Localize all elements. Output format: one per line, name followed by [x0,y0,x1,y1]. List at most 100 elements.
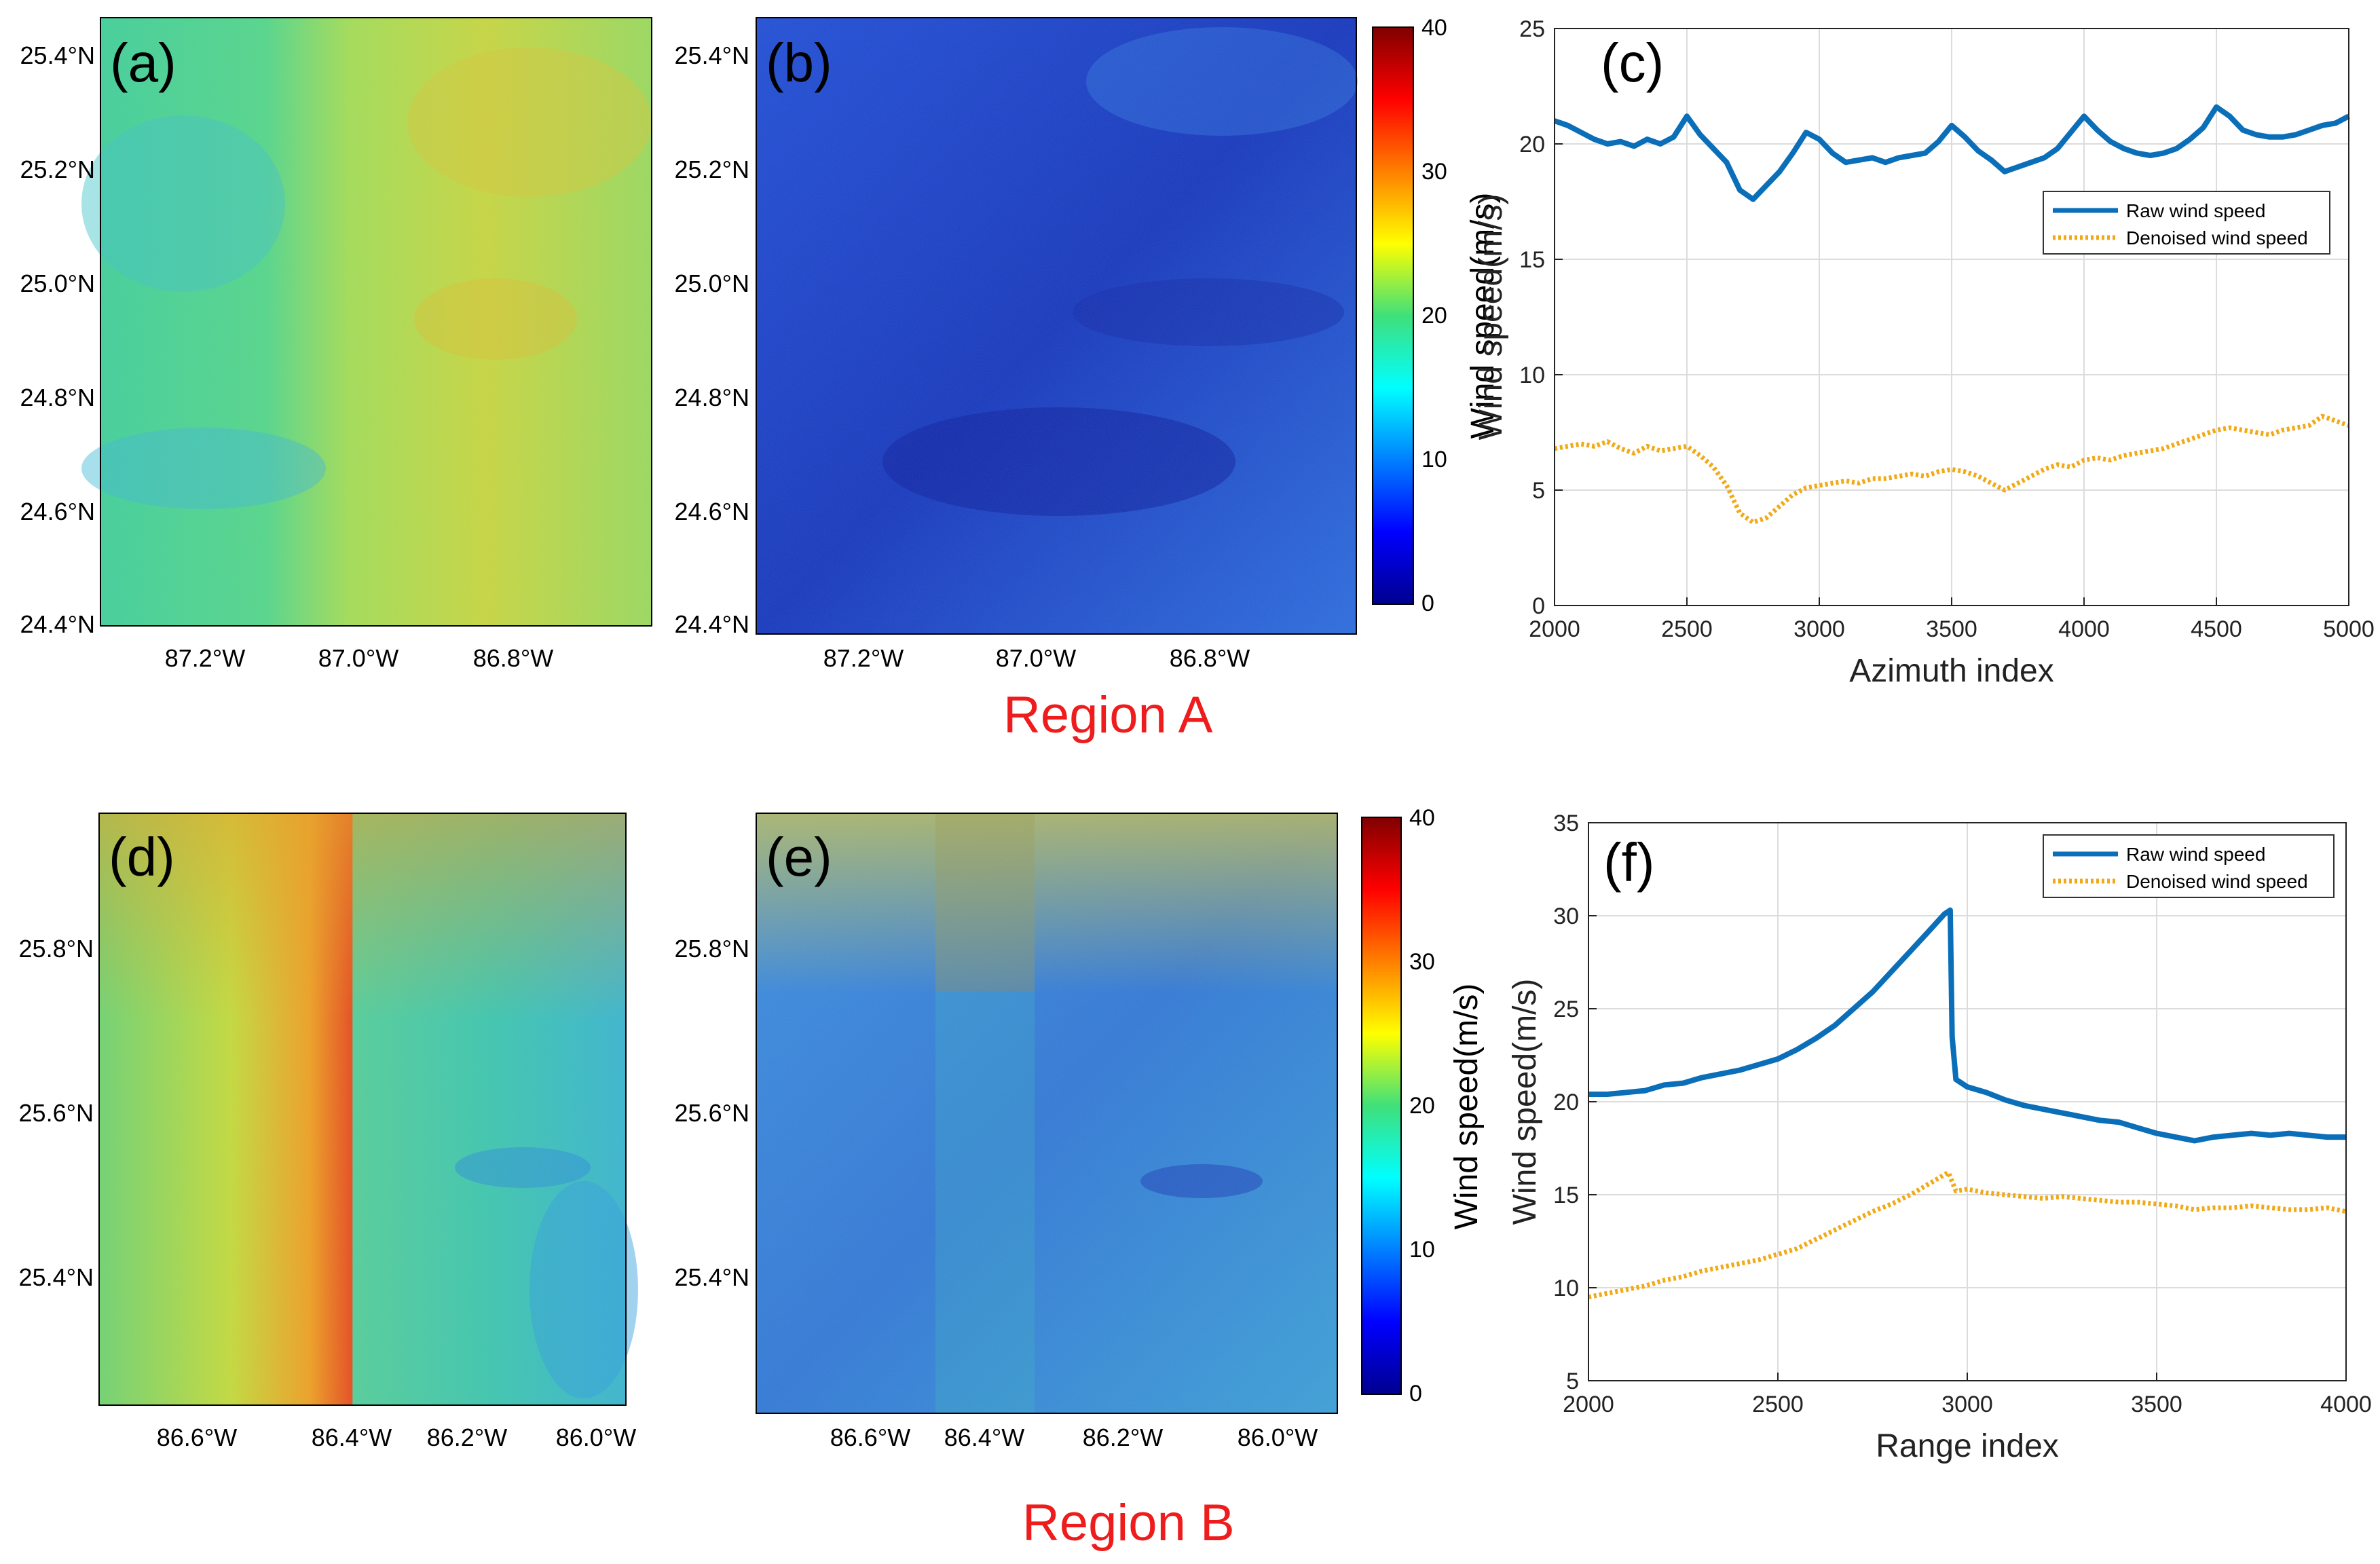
legend-entry: Raw wind speed [2126,200,2265,221]
map-panel-b: (b) 25.4°N 25.2°N 25.0°N 24.8°N 24.6°N 2… [675,17,1358,672]
y-tick-label: 5 [1566,1368,1579,1394]
y-tick-label: 15 [1553,1183,1579,1208]
y-tick-label: 0 [1532,593,1545,619]
colorbar-tick: 30 [1409,949,1435,975]
series-line-raw [1588,907,2346,1144]
x-tick-label: 3500 [2131,1392,2182,1417]
lat-label: 25.4°N [675,1263,749,1291]
line-chart-f: 2000 2500 3000 3500 4000 5 10 15 20 25 30 35 Range i… [1507,811,2372,1464]
y-tick-label: 20 [1519,132,1545,157]
colorbar-tick: 0 [1421,591,1434,616]
y-tick-label: 25 [1553,997,1579,1022]
x-tick-label: 4000 [2058,616,2110,642]
lon-label: 86.6°W [157,1423,237,1451]
x-tick-label: 2000 [1563,1392,1614,1417]
x-tick-label: 2500 [1752,1392,1804,1417]
series-line-raw [1553,104,2350,202]
colorbar-bottom: 40 30 20 10 0 Wind speed(m/s) [1361,805,1485,1407]
map-panel-d: (d) 25.8°N 25.6°N 25.4°N 86.6°W 86.4°W 8… [19,813,638,1451]
panel-label-e: (e) [766,827,832,887]
colorbar-top: 40 30 20 10 0 Wind speed(m/s) [1372,15,1501,616]
colorbar-tick: 0 [1409,1381,1422,1407]
legend-entry: Raw wind speed [2126,844,2265,865]
y-tick-label: 35 [1553,811,1579,836]
series-line-denoised [1588,1170,2347,1300]
lat-label: 24.8°N [675,384,749,411]
panel-label-d: (d) [109,827,175,887]
lon-label: 86.2°W [427,1423,507,1451]
y-tick-label: 5 [1532,478,1545,504]
x-axis-label: Range index [1876,1428,2059,1464]
lon-label: 87.2°W [165,644,245,672]
lat-label: 24.4°N [675,610,749,638]
legend: Raw wind speed Denoised wind speed [2043,191,2330,255]
map-panel-e: (e) 25.8°N 25.6°N 25.4°N 86.6°W 86.4°W 8… [675,813,1338,1451]
lon-label: 87.0°W [996,644,1076,672]
colorbar-tick: 20 [1409,1093,1435,1119]
colorbar-label: Wind speed(m/s) [1449,984,1485,1230]
y-tick-label: 15 [1519,247,1545,273]
lat-label: 25.4°N [19,1263,94,1291]
x-tick-label: 4500 [2191,616,2242,642]
x-tick-label: 3500 [1926,616,1977,642]
x-tick-label: 5000 [2323,616,2375,642]
panel-label-b: (b) [766,33,832,93]
y-tick-label: 25 [1519,16,1545,42]
lon-label: 86.8°W [1170,644,1250,672]
legend-entry: Denoised wind speed [2126,871,2308,892]
colorbar-tick: 10 [1421,447,1447,472]
y-tick-label: 30 [1553,904,1579,929]
y-tick-label: 10 [1519,362,1545,388]
lon-label: 86.2°W [1083,1423,1163,1451]
colorbar-tick: 40 [1409,805,1435,831]
legend: Raw wind speed Denoised wind speed [2043,834,2335,898]
colorbar-tick: 40 [1421,15,1447,41]
lat-label: 25.2°N [675,155,749,183]
x-tick-label: 3000 [1941,1392,1993,1417]
lat-label: 25.2°N [20,155,95,183]
lat-label: 25.4°N [675,41,749,69]
colorbar-tick: 30 [1421,159,1447,185]
lat-label: 25.4°N [20,41,95,69]
lat-label: 24.6°N [20,498,95,525]
colorbar-gradient [1372,26,1414,605]
y-tick-label: 20 [1553,1090,1579,1115]
lat-label: 25.0°N [20,269,95,297]
x-axis-label: Azimuth index [1849,653,2053,689]
y-tick-label: 10 [1553,1276,1579,1301]
line-chart-c: 2000 2500 3000 3500 4000 4500 5000 0 5 10 15 20 25 Az… [1473,16,2375,689]
panel-label-a: (a) [110,33,176,93]
lon-label: 86.6°W [830,1423,910,1451]
legend-box [2043,834,2335,898]
lat-label: 25.0°N [675,269,749,297]
lon-label: 87.2°W [823,644,904,672]
y-axis-label: Wind speed(m/s) [1507,979,1543,1225]
lon-label: 87.0°W [318,644,398,672]
colorbar-gradient [1361,817,1402,1395]
x-tick-label: 2500 [1661,616,1713,642]
map-panel-a: (a) 25.4°N 25.2°N 25.0°N 24.8°N 24.6°N 2… [20,17,652,672]
lat-label: 25.6°N [19,1099,94,1127]
region-b-label: Region B [1022,1494,1235,1552]
lat-label: 25.8°N [19,935,94,963]
region-a-label: Region A [1003,686,1213,744]
colorbar-label: Wind speed(m/s) [1465,193,1501,439]
legend-box [2043,191,2330,255]
panel-label: (f) [1603,832,1655,893]
colorbar-tick: 10 [1409,1237,1435,1263]
lat-label: 24.4°N [20,610,95,638]
x-tick-label: 3000 [1793,616,1845,642]
lon-label: 86.4°W [944,1423,1024,1451]
x-tick-label: 4000 [2320,1392,2372,1417]
lat-label: 24.6°N [675,498,749,525]
x-tick-label: 2000 [1529,616,1580,642]
lon-label: 86.4°W [312,1423,392,1451]
lat-label: 25.6°N [675,1099,749,1127]
lat-label: 25.8°N [675,935,749,963]
panel-label: (c) [1601,33,1664,93]
legend-entry: Denoised wind speed [2126,227,2308,248]
lon-label: 86.8°W [473,644,553,672]
colorbar-tick: 20 [1421,303,1447,329]
y-axis-label: Wind speed(m/s) [1473,194,1509,441]
